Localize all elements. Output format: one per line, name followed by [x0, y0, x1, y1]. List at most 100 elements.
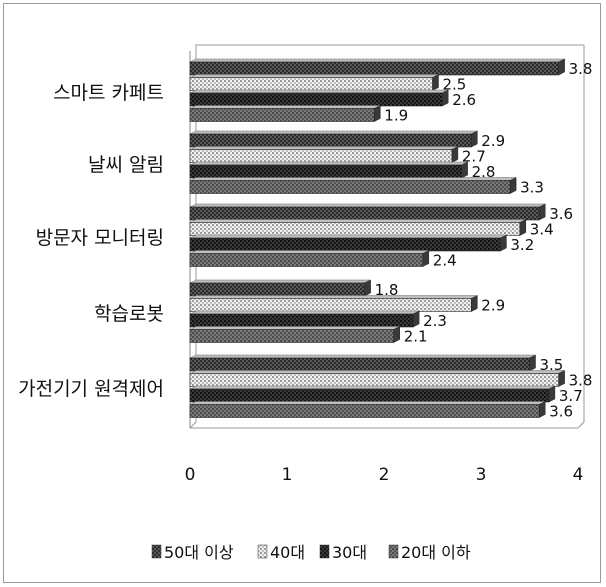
legend-swatch: [319, 544, 330, 559]
bar-top-face: [189, 401, 546, 405]
bar-end-face: [558, 58, 565, 76]
bar-end-face: [471, 295, 478, 312]
bar-top-face: [189, 219, 526, 223]
bar: [189, 298, 472, 312]
x-tick-label: 1: [282, 465, 293, 485]
bar: [189, 61, 559, 76]
bar-end-face: [509, 177, 517, 194]
bar-top-face: [189, 279, 371, 284]
bar-end-face: [412, 310, 420, 328]
data-label: 2.6: [452, 91, 476, 109]
x-tick-label: 0: [185, 465, 196, 485]
bar: [189, 373, 559, 387]
data-label: 3.8: [569, 60, 593, 78]
category-label: 가전기기 원격제어: [18, 378, 164, 400]
x-axis-ticks: 0 1 2 3 4: [185, 465, 584, 485]
bar: [189, 92, 443, 107]
bar-top-face: [189, 177, 517, 181]
bar-top-face: [189, 58, 565, 63]
data-label: 3.3: [520, 179, 544, 197]
bar-end-face: [471, 130, 478, 148]
bar: [189, 206, 540, 221]
bars: [189, 58, 565, 418]
bar-end-face: [364, 279, 371, 297]
bar-top-face: [189, 89, 449, 94]
bar-end-face: [538, 401, 546, 418]
data-label: 3.6: [549, 205, 573, 223]
data-label: 3.6: [549, 403, 573, 421]
data-label: 2.9: [481, 297, 505, 315]
bar-end-face: [500, 234, 507, 252]
bar: [189, 329, 394, 343]
bar-end-face: [451, 146, 459, 163]
bar: [189, 108, 375, 122]
data-label: 2.4: [433, 252, 457, 270]
data-label: 1.8: [375, 281, 399, 299]
data-label: 3.7: [559, 387, 583, 405]
data-label: 3.5: [540, 356, 564, 374]
data-label: 2.5: [443, 76, 467, 94]
bar-end-face: [538, 203, 546, 221]
bar-top-face: [189, 203, 546, 208]
bar-top-face: [189, 105, 381, 109]
bar: [189, 149, 453, 163]
bar-end-face: [374, 105, 381, 122]
bar: [189, 77, 433, 91]
bar: [189, 388, 550, 403]
chart-frame: [3, 3, 601, 583]
category-label: 스마트 카페트: [53, 82, 164, 104]
data-label: 2.9: [481, 132, 505, 150]
legend-label: 50대 이상: [164, 543, 234, 562]
data-label: 1.9: [384, 107, 408, 125]
legend-label: 30대: [332, 543, 367, 562]
data-label: 3.8: [569, 372, 593, 390]
data-label: 2.1: [404, 328, 428, 346]
bar: [189, 357, 530, 372]
bar-top-face: [189, 370, 565, 374]
legend-swatch: [388, 544, 399, 559]
bar-top-face: [189, 161, 468, 166]
bar: [189, 404, 540, 418]
bar: [189, 180, 511, 194]
bar-end-face: [529, 354, 536, 372]
category-label: 학습로봇: [94, 303, 164, 325]
category-label: 방문자 모니터링: [36, 227, 164, 249]
x-tick-label: 3: [476, 465, 487, 485]
bar: [189, 313, 414, 328]
legend-label: 40대: [270, 543, 305, 562]
bar-top-face: [189, 74, 439, 78]
x-tick-label: 4: [573, 465, 584, 485]
bar: [189, 164, 462, 179]
plot-floor-edge: [190, 45, 585, 429]
bar-top-face: [189, 146, 459, 150]
legend-swatch: [151, 544, 162, 559]
bar-end-face: [432, 74, 439, 91]
data-labels: 3.82.52.61.92.92.72.83.33.63.43.22.41.82…: [375, 60, 593, 421]
category-label: 날씨 알림: [88, 154, 164, 176]
bar-end-face: [548, 385, 556, 403]
bar: [189, 133, 472, 148]
bar-top-face: [189, 295, 478, 299]
bar-end-face: [393, 326, 400, 343]
bar-end-face: [422, 250, 430, 267]
data-label: 3.2: [510, 236, 534, 254]
legend: 50대 이상 40대 30대 20대 이하: [151, 543, 471, 562]
data-label: 3.4: [530, 221, 554, 239]
bar: [189, 253, 424, 267]
bar-top-face: [189, 250, 429, 254]
legend-swatch: [257, 544, 268, 559]
bar-top-face: [189, 234, 507, 239]
bar-top-face: [189, 130, 478, 135]
bar: [189, 237, 501, 252]
x-tick-label: 2: [379, 465, 390, 485]
data-label: 2.8: [472, 163, 496, 181]
legend-label: 20대 이하: [401, 543, 471, 562]
bar: [189, 222, 521, 236]
bar-top-face: [189, 385, 556, 390]
bar-top-face: [189, 326, 400, 330]
bar: [189, 282, 365, 297]
bar-top-face: [189, 354, 536, 359]
data-label: 2.3: [423, 312, 447, 330]
